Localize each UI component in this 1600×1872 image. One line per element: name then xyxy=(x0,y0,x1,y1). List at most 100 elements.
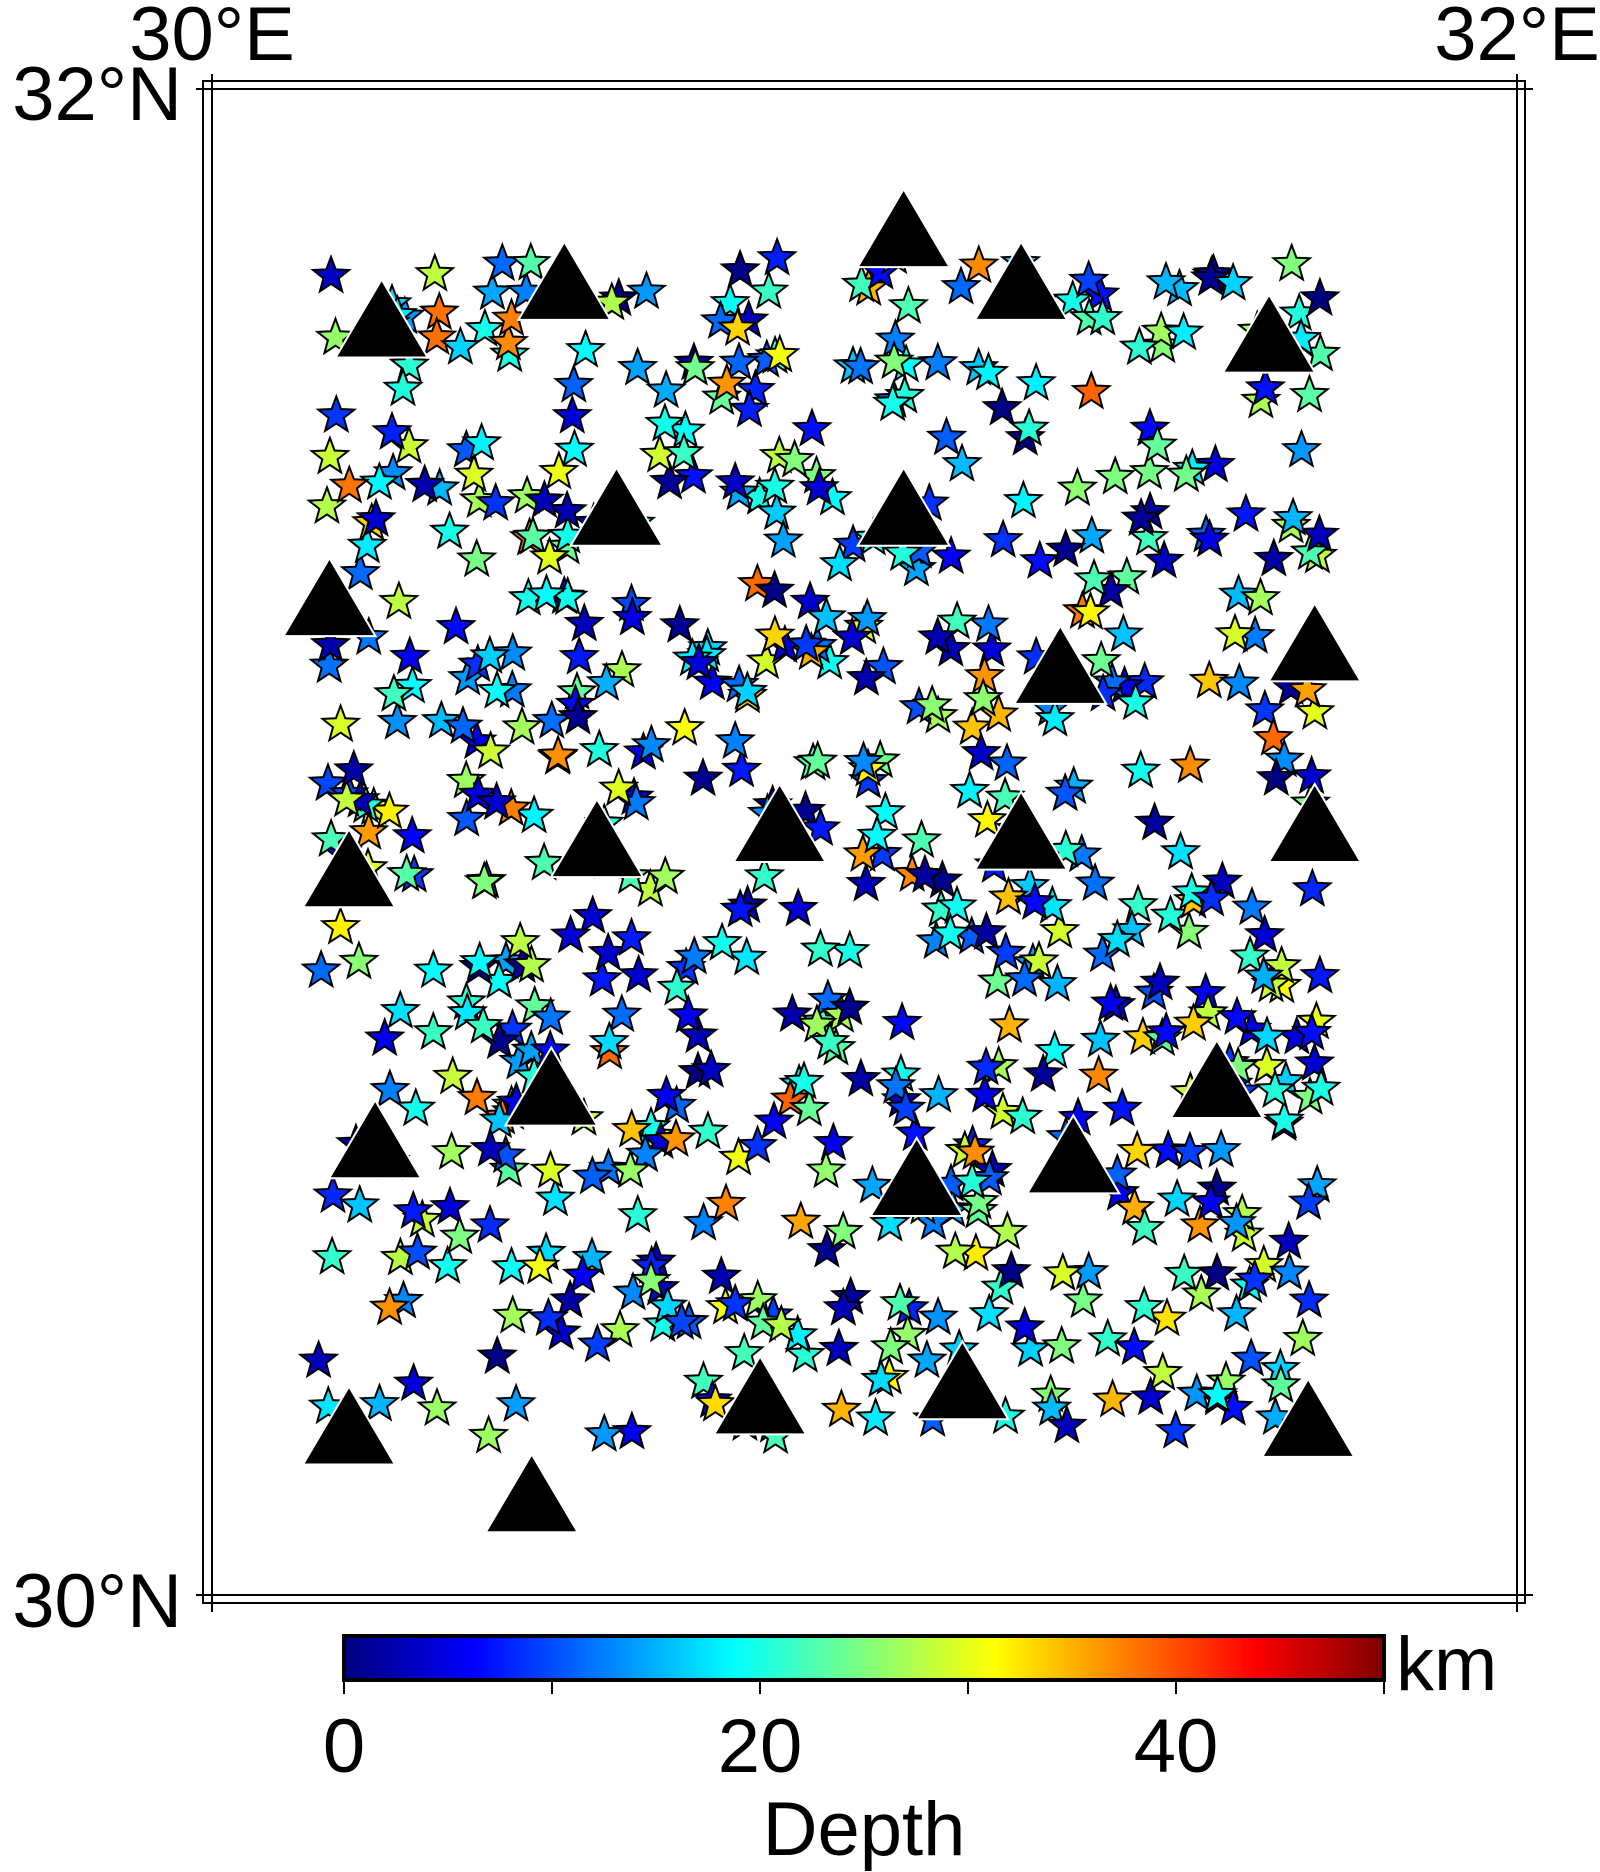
earthquake-star-icon xyxy=(705,1182,747,1222)
earthquake-star-icon xyxy=(1217,572,1260,613)
earthquake-star-icon xyxy=(1170,870,1213,911)
earthquake-star-icon xyxy=(687,1109,729,1150)
earthquake-star-icon xyxy=(523,841,565,881)
earthquake-star-icon xyxy=(986,741,1028,782)
earthquake-star-icon xyxy=(660,1300,703,1341)
earthquake-star-icon xyxy=(1189,256,1232,297)
earthquake-star-icon xyxy=(458,940,501,980)
earthquake-star-icon xyxy=(1119,748,1162,789)
colorbar-title: Depth xyxy=(763,1787,966,1872)
earthquake-star-icon xyxy=(467,1414,510,1454)
earthquake-star-icon xyxy=(491,1294,534,1334)
earthquake-star-icon xyxy=(967,351,1010,391)
earthquake-star-icon xyxy=(439,325,482,365)
earthquake-star-icon xyxy=(355,497,397,537)
earthquake-star-icon xyxy=(699,299,742,340)
earthquake-star-icon xyxy=(1175,1372,1218,1412)
earthquake-star-icon xyxy=(1255,756,1297,797)
earthquake-star-icon xyxy=(499,920,541,960)
earthquake-star-icon xyxy=(564,328,607,368)
earthquake-star-icon xyxy=(1239,576,1282,616)
earthquake-star-icon xyxy=(869,1202,911,1242)
earthquake-star-icon xyxy=(1196,1373,1239,1413)
earthquake-star-icon xyxy=(965,910,1008,951)
earthquake-star-icon xyxy=(391,814,434,854)
earthquake-star-icon xyxy=(771,992,814,1033)
earthquake-star-icon xyxy=(1245,1044,1288,1084)
earthquake-star-icon xyxy=(1163,1252,1205,1292)
earthquake-star-icon xyxy=(663,706,706,747)
earthquake-star-icon xyxy=(1172,1001,1215,1042)
earthquake-star-icon xyxy=(929,911,971,952)
earthquake-star-icon xyxy=(784,1333,826,1373)
earthquake-star-icon xyxy=(871,381,914,422)
earthquake-star-icon xyxy=(538,450,580,490)
earthquake-star-icon xyxy=(388,343,431,384)
earthquake-star-icon xyxy=(799,806,842,847)
earthquake-star-icon xyxy=(1290,754,1333,795)
earthquake-star-icon xyxy=(457,773,499,813)
earthquake-star-icon xyxy=(1200,1128,1242,1168)
earthquake-star-icon xyxy=(1015,361,1057,401)
station-triangle-icon xyxy=(1221,292,1317,374)
earthquake-star-icon xyxy=(388,635,431,675)
station-triangle-icon xyxy=(1266,601,1363,683)
earthquake-star-icon xyxy=(805,1148,847,1189)
earthquake-star-icon xyxy=(818,1327,860,1367)
earthquake-star-icon xyxy=(1254,1068,1296,1109)
earthquake-star-icon xyxy=(610,1108,653,1148)
earthquake-star-icon xyxy=(1079,1018,1122,1058)
earthquake-star-icon xyxy=(1268,1220,1310,1260)
stations-layer xyxy=(281,187,1363,1534)
station-triangle-icon xyxy=(1169,1038,1265,1120)
earthquake-star-icon xyxy=(551,394,594,434)
earthquake-star-icon xyxy=(1162,310,1205,351)
earthquake-star-icon xyxy=(1270,242,1313,282)
earthquake-star-icon xyxy=(1291,867,1334,907)
earthquake-star-icon xyxy=(806,1228,848,1268)
earthquake-star-icon xyxy=(1114,680,1157,721)
earthquake-star-icon xyxy=(576,1322,619,1363)
earthquake-star-icon xyxy=(930,534,972,575)
earthquake-star-icon xyxy=(617,953,660,994)
earthquake-star-icon xyxy=(403,463,446,503)
earthquake-star-icon xyxy=(469,634,511,675)
earthquake-star-icon xyxy=(309,435,351,475)
earthquake-star-icon xyxy=(416,315,458,356)
earthquake-star-icon xyxy=(495,1382,537,1423)
earthquake-star-icon xyxy=(1225,492,1267,533)
colorbar-gradient xyxy=(342,1634,1386,1682)
earthquake-star-icon xyxy=(1293,690,1336,731)
earthquake-star-icon xyxy=(812,1121,855,1161)
earthquake-star-icon xyxy=(917,1295,959,1336)
earthquake-star-icon xyxy=(616,346,659,386)
earthquake-star-icon xyxy=(1044,527,1087,568)
earthquake-star-icon xyxy=(988,1003,1031,1044)
earthquake-star-icon xyxy=(571,894,614,934)
earthquake-star-icon xyxy=(1070,370,1113,410)
earthquake-star-icon xyxy=(879,1281,921,1322)
earthquake-star-icon xyxy=(553,427,596,468)
earthquake-star-icon xyxy=(297,1338,340,1379)
earthquake-star-icon xyxy=(558,635,600,675)
earthquake-star-icon xyxy=(780,1199,822,1240)
earthquake-star-icon xyxy=(1230,1336,1273,1377)
earthquake-star-icon xyxy=(553,363,595,403)
earthquake-star-icon xyxy=(442,704,484,745)
earthquake-star-icon xyxy=(1287,1180,1330,1221)
earthquake-star-icon xyxy=(1129,1375,1172,1416)
earthquake-star-icon xyxy=(1128,450,1171,490)
earthquake-star-icon xyxy=(831,615,873,656)
earthquake-star-icon xyxy=(1159,830,1202,871)
earthquake-star-icon xyxy=(501,705,543,745)
earthquake-star-icon xyxy=(986,1210,1029,1250)
earthquake-star-icon xyxy=(1067,1250,1110,1290)
earthquake-star-icon xyxy=(412,948,455,989)
earthquake-star-icon xyxy=(1091,1377,1134,1418)
earthquake-star-icon xyxy=(531,699,573,739)
map-frame xyxy=(196,74,1533,1612)
earthquake-star-icon xyxy=(845,656,888,696)
earthquake-star-icon xyxy=(1263,737,1306,778)
earthquake-star-icon xyxy=(936,884,978,925)
station-triangle-icon xyxy=(327,1098,423,1180)
